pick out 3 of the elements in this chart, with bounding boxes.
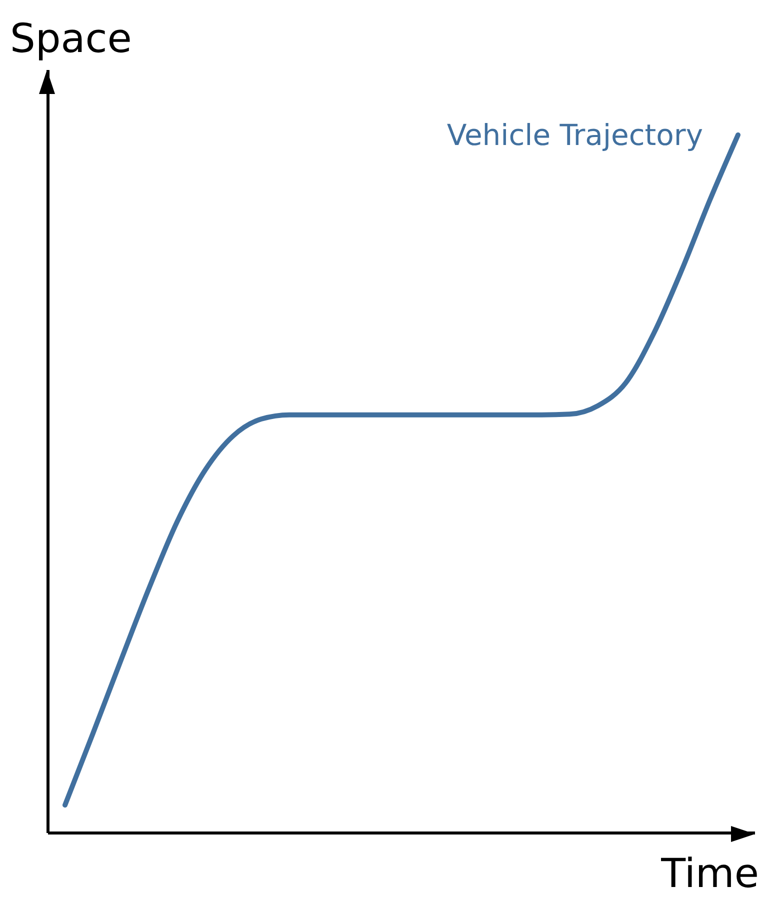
y-axis-title: Space <box>10 16 132 62</box>
series-label: Vehicle Trajectory <box>446 118 703 152</box>
x-axis-title: Time <box>660 851 759 897</box>
